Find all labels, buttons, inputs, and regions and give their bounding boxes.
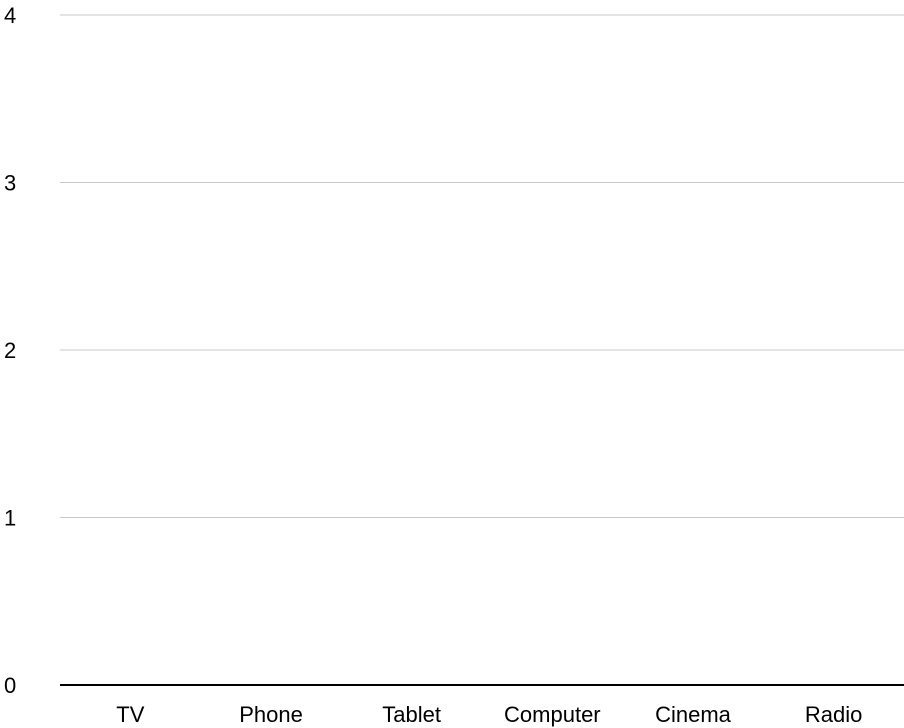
x-tick-label: TV (116, 702, 144, 727)
x-tick-label: Phone (239, 702, 303, 727)
x-tick-label: Computer (504, 702, 601, 727)
x-tick-label: Radio (805, 702, 862, 727)
x-tick-label: Cinema (655, 702, 732, 727)
y-tick-label: 3 (4, 171, 16, 196)
x-axis-tick-labels: TV Phone Tablet Computer Cinema Radio (116, 702, 862, 727)
y-axis-tick-labels: 0 1 2 3 4 (4, 3, 16, 698)
y-tick-label: 1 (4, 506, 16, 531)
gridlines (60, 14, 904, 518)
x-tick-label: Tablet (382, 702, 441, 727)
y-tick-label: 0 (4, 673, 16, 698)
y-tick-label: 4 (4, 3, 16, 28)
y-tick-label: 2 (4, 338, 16, 363)
